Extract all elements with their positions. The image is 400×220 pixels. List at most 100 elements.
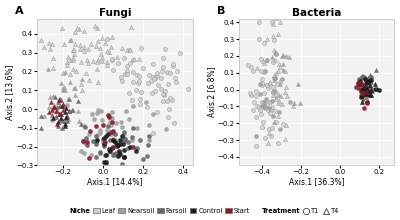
Point xyxy=(66,109,73,113)
Point xyxy=(70,56,76,60)
Point xyxy=(276,99,282,102)
Point xyxy=(66,72,73,75)
Point xyxy=(272,109,278,113)
Point xyxy=(93,155,99,159)
Point xyxy=(273,72,279,75)
Point xyxy=(104,128,110,131)
Point xyxy=(53,109,59,113)
Point xyxy=(280,62,286,66)
Point xyxy=(277,79,283,83)
Point xyxy=(121,132,127,136)
Point xyxy=(264,83,270,87)
Point xyxy=(272,50,278,53)
Point xyxy=(247,91,253,94)
Point xyxy=(95,108,102,111)
Point xyxy=(137,97,143,101)
Point xyxy=(364,92,370,95)
Point xyxy=(71,86,78,90)
Point xyxy=(364,89,370,93)
Point xyxy=(360,87,367,91)
Point xyxy=(150,76,156,79)
Point xyxy=(71,48,78,52)
Point xyxy=(108,46,114,49)
Point xyxy=(360,91,366,94)
Point xyxy=(70,59,76,62)
Point xyxy=(358,96,364,99)
Point xyxy=(102,41,108,45)
Point xyxy=(87,129,94,132)
Point xyxy=(78,82,84,85)
Point xyxy=(365,89,371,92)
Point xyxy=(259,77,266,81)
Point xyxy=(98,59,105,62)
Point xyxy=(366,93,373,96)
X-axis label: Axis.1 [36.3%]: Axis.1 [36.3%] xyxy=(289,177,344,186)
Point xyxy=(63,106,69,109)
Point xyxy=(121,56,128,59)
Point xyxy=(114,152,121,155)
Point xyxy=(158,87,164,91)
Point xyxy=(125,147,131,150)
Point xyxy=(102,140,108,143)
Point xyxy=(264,58,270,61)
Point xyxy=(136,57,142,61)
Point xyxy=(109,147,115,150)
Point xyxy=(368,81,374,84)
Point xyxy=(366,92,372,95)
Point xyxy=(58,113,64,116)
Point xyxy=(121,130,128,134)
Point xyxy=(64,114,71,118)
Point xyxy=(149,92,156,95)
Point xyxy=(106,115,112,118)
Legend: Niche, Leaf, Nearsoil, Farsoil, Control, Start, Treatment, T1, T4: Niche, Leaf, Nearsoil, Farsoil, Control,… xyxy=(58,205,342,217)
Point xyxy=(38,38,44,42)
Point xyxy=(119,162,126,166)
Point xyxy=(106,150,112,154)
Point xyxy=(81,50,87,53)
Point xyxy=(46,41,52,44)
Point xyxy=(261,41,267,45)
Point xyxy=(60,119,66,123)
Point xyxy=(270,34,276,37)
Point xyxy=(272,93,279,97)
Point xyxy=(355,77,362,80)
Point xyxy=(260,59,266,63)
Point xyxy=(155,84,162,87)
Point xyxy=(173,80,179,84)
Point xyxy=(117,152,123,156)
Point xyxy=(136,138,143,142)
Point xyxy=(124,72,130,76)
Point xyxy=(272,76,278,79)
Point xyxy=(110,145,116,148)
Point xyxy=(52,114,59,117)
Point xyxy=(89,113,95,116)
Point xyxy=(129,98,136,102)
Point xyxy=(364,81,371,84)
Point xyxy=(274,82,280,86)
Point xyxy=(66,110,73,113)
Point xyxy=(165,83,171,86)
Point xyxy=(100,140,107,143)
Point xyxy=(366,79,372,83)
Point xyxy=(266,131,273,135)
Point xyxy=(273,52,280,55)
Point xyxy=(282,85,289,88)
Point xyxy=(56,97,62,100)
Point xyxy=(359,94,365,98)
Point xyxy=(93,44,100,48)
Point xyxy=(102,163,109,166)
Point xyxy=(51,105,58,109)
Point xyxy=(174,69,180,73)
Point xyxy=(109,35,116,39)
Point xyxy=(137,90,144,94)
Point xyxy=(38,114,44,117)
Point xyxy=(297,101,303,104)
Point xyxy=(109,111,115,114)
Point xyxy=(133,149,140,153)
Point xyxy=(97,151,104,155)
Point xyxy=(267,81,274,85)
Point xyxy=(258,104,265,108)
Point xyxy=(62,70,68,74)
Point xyxy=(101,161,107,164)
Point xyxy=(372,69,379,72)
